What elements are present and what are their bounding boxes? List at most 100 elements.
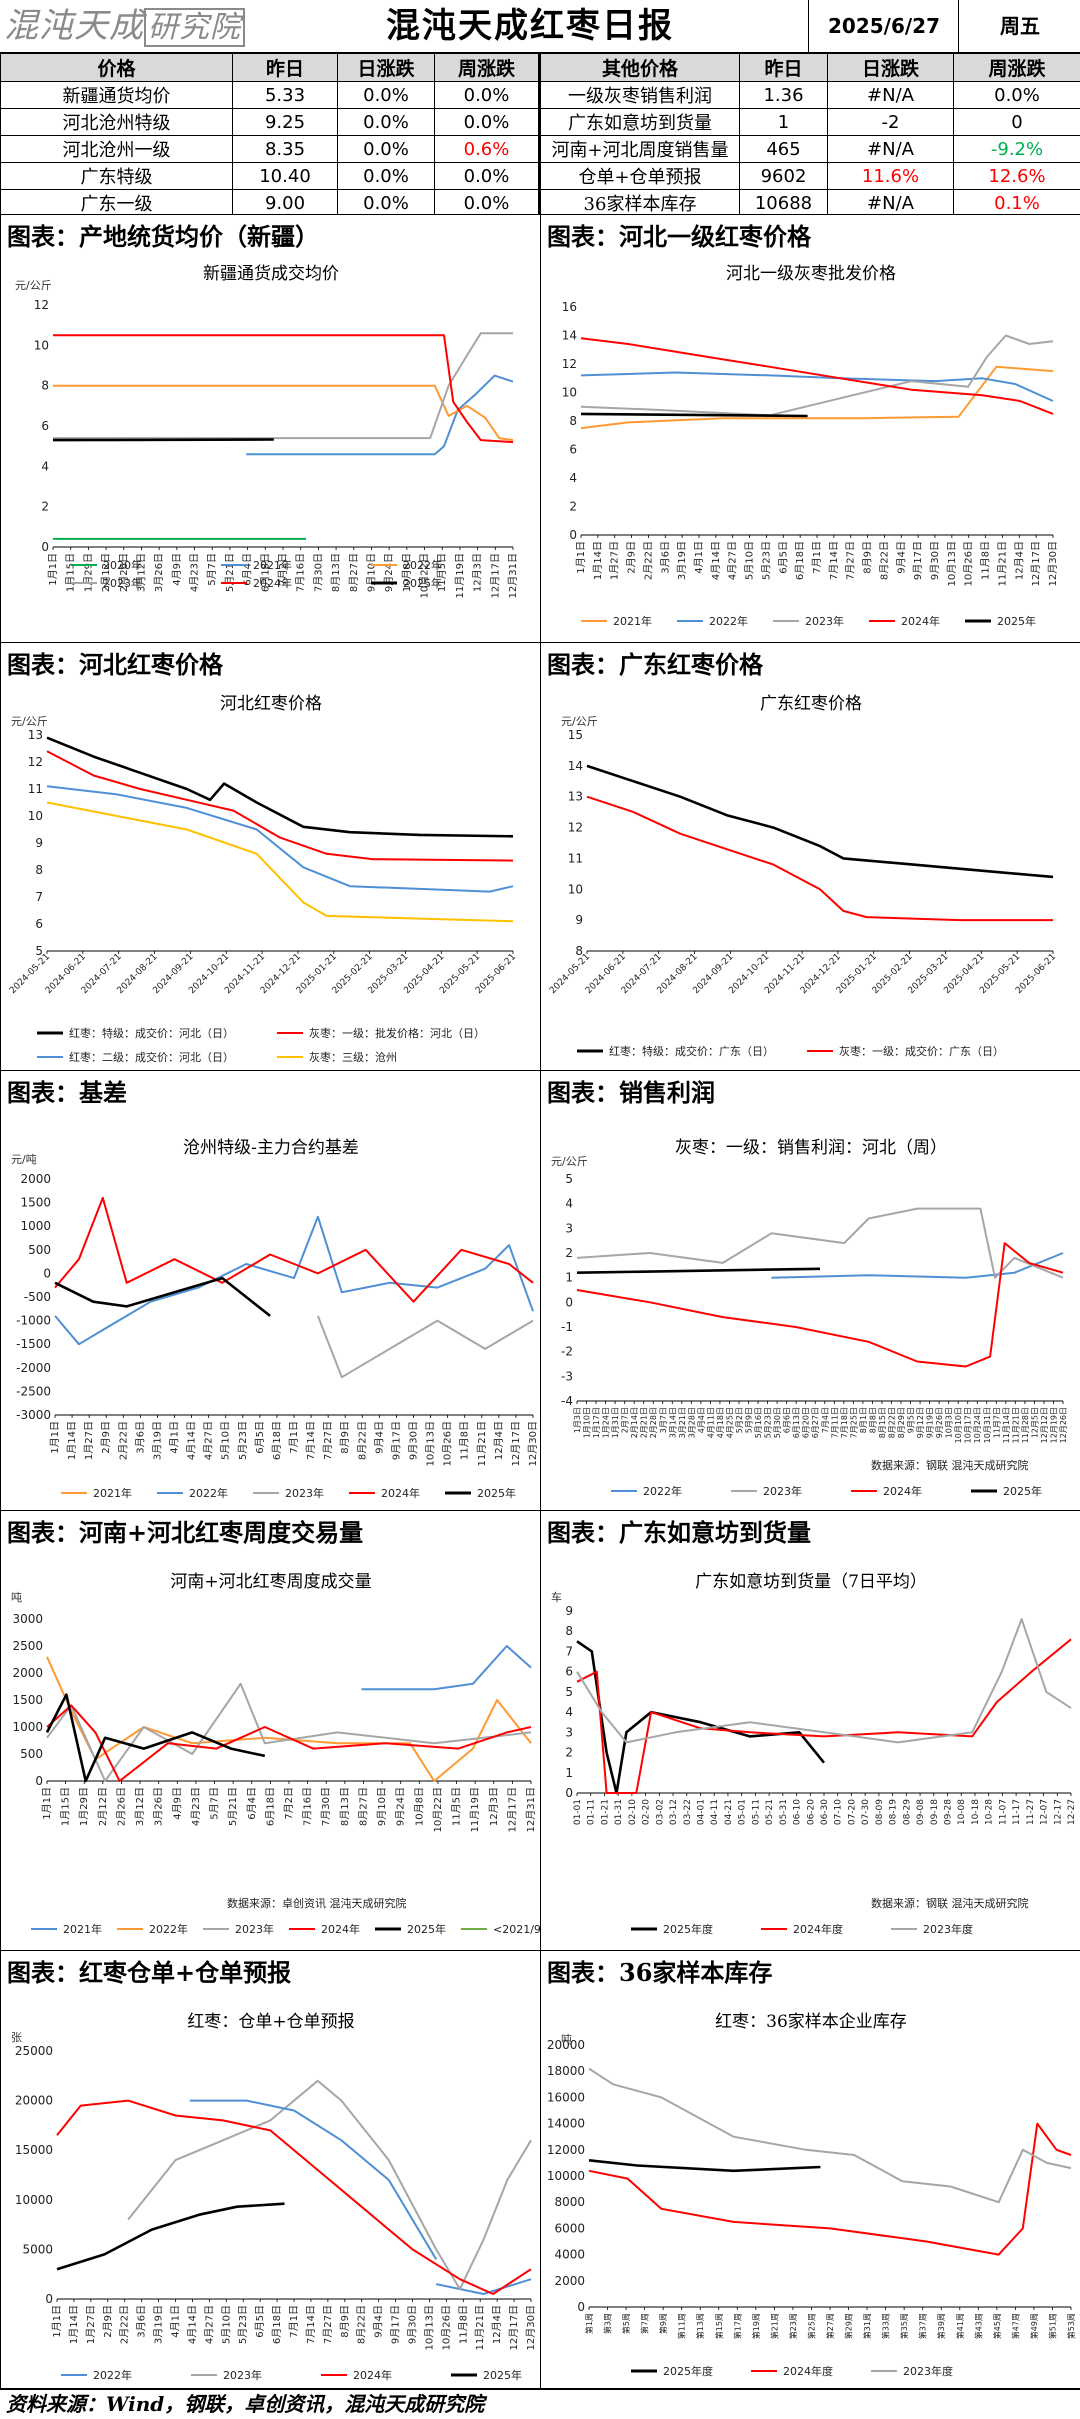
x-tick-label: 5月23日 xyxy=(760,541,772,580)
y-tick-label: 500 xyxy=(20,1747,43,1761)
y-tick-label: 13 xyxy=(28,728,43,742)
legend-label: 2020年 xyxy=(103,558,142,572)
y-tick-label: 0 xyxy=(35,1774,43,1788)
x-tick-label: 1月3日 xyxy=(573,1407,582,1433)
x-tick-label: 10-18 xyxy=(971,1799,981,1825)
panel-sales-profit: 图表：销售利润 灰枣：一级：销售利润：河北（周） 元/公斤 数据来源：钢联 混沌… xyxy=(540,1070,1080,1512)
x-tick-label: 11月5日 xyxy=(451,1787,463,1826)
y-tick-label: 1000 xyxy=(12,1720,43,1734)
y-tick-label: 0 xyxy=(565,1786,573,1800)
table-cell: 河北沧州一级 xyxy=(1,136,233,163)
x-tick-label: 12月17日 xyxy=(1030,541,1042,586)
x-tick-label: 11月21日 xyxy=(476,1421,488,1466)
x-tick-label: 8月15日 xyxy=(878,1407,887,1438)
legend-label: 2024年 xyxy=(901,614,940,628)
x-tick-label: 3月28日 xyxy=(687,1407,696,1438)
x-tick-label: 9月4日 xyxy=(373,1421,385,1454)
x-tick-label: 6月5日 xyxy=(254,2305,266,2338)
series-line xyxy=(55,1198,533,1302)
y-tick-label: 10000 xyxy=(15,2193,53,2207)
x-tick-label: 6月4日 xyxy=(242,553,254,586)
x-tick-label: 2月28日 xyxy=(649,1407,658,1438)
table-cell: 10.40 xyxy=(233,163,338,190)
y-tick-label: -4 xyxy=(561,1394,573,1408)
y-tick-label: 11 xyxy=(568,851,583,865)
table-cell: -2 xyxy=(828,109,954,136)
x-tick-label: 11-07 xyxy=(998,1799,1008,1825)
table-cell: 0.0% xyxy=(954,82,1080,109)
y-tick-label: 8 xyxy=(569,414,577,428)
x-tick-label: 10月3日 xyxy=(945,1407,954,1438)
series-line xyxy=(589,2124,1071,2255)
x-tick-label: 7月1日 xyxy=(811,541,823,574)
table-cell: 0 xyxy=(954,109,1080,136)
x-tick-label: 7月16日 xyxy=(295,553,307,592)
table-header-cell: 价格 xyxy=(1,54,233,82)
x-tick-label: 4月14日 xyxy=(186,1421,198,1460)
series-line xyxy=(577,1619,1071,1742)
x-tick-label: 4月27日 xyxy=(203,2305,215,2344)
series-line xyxy=(47,786,513,891)
y-tick-label: 1500 xyxy=(20,1196,51,1210)
x-tick-label: 2月7日 xyxy=(621,1407,630,1433)
x-tick-label: 02-10 xyxy=(628,1799,638,1825)
x-tick-label: 9月10日 xyxy=(376,1787,388,1826)
x-tick-label: 3月12日 xyxy=(134,1787,146,1826)
x-tick-label: 10月22日 xyxy=(432,1787,444,1832)
legend-label: 2022年 xyxy=(709,614,748,628)
x-tick-label: 11月7日 xyxy=(992,1407,1001,1438)
x-tick-label: 8月22日 xyxy=(878,541,890,580)
x-tick-label: 10-28 xyxy=(985,1799,995,1825)
x-tick-label: 9月10日 xyxy=(365,553,377,592)
x-tick-label: 4月14日 xyxy=(186,2305,198,2344)
y-tick-label: 0 xyxy=(45,2292,53,2306)
x-tick-label: 第51周 xyxy=(1047,2313,1057,2339)
x-tick-label: 11月21日 xyxy=(1011,1407,1020,1443)
logo: 混沌天成研究院 xyxy=(4,4,250,48)
x-tick-label: 12月17日 xyxy=(489,553,501,598)
x-tick-label: 8月22日 xyxy=(887,1407,896,1438)
table-header-cell: 周涨跌 xyxy=(954,54,1080,82)
x-tick-label: 3月26日 xyxy=(153,1787,165,1826)
legend-label: 2025年 xyxy=(403,576,442,590)
x-tick-label: 12月17日 xyxy=(508,2305,520,2350)
x-tick-label: 6月4日 xyxy=(246,1787,258,1820)
series-line xyxy=(589,2069,1071,2203)
x-tick-label: 4月1日 xyxy=(170,2305,182,2338)
x-tick-label: 1月31日 xyxy=(611,1407,620,1438)
x-tick-label: 4月23日 xyxy=(189,553,201,592)
x-tick-label: 11月8日 xyxy=(459,1421,471,1460)
x-tick-label: 7月30日 xyxy=(320,1787,332,1826)
x-tick-label: 第43周 xyxy=(973,2313,983,2339)
chart-c3: 56789101112132024-05-212024-06-212024-07… xyxy=(1,643,541,1071)
x-tick-label: 第11周 xyxy=(677,2313,687,2339)
series-line xyxy=(128,2081,531,2289)
table-cell: 10688 xyxy=(740,190,828,217)
series-line xyxy=(581,338,1053,414)
x-tick-label: 7月14日 xyxy=(828,541,840,580)
x-tick-label: 第17周 xyxy=(732,2313,742,2339)
x-tick-label: 05-01 xyxy=(738,1799,748,1825)
x-tick-label: 5月9日 xyxy=(745,1407,754,1433)
legend-label: 2023年度 xyxy=(903,2364,953,2378)
x-tick-label: 02-20 xyxy=(642,1799,652,1825)
legend-label: 2023年 xyxy=(223,2368,262,2382)
x-tick-label: 3月19日 xyxy=(676,541,688,580)
x-tick-label: 6月5日 xyxy=(254,1421,266,1454)
x-tick-label: 5月23日 xyxy=(237,1421,249,1460)
legend-label: 2021年 xyxy=(63,1922,102,1936)
y-tick-label: 6000 xyxy=(554,2221,585,2235)
x-tick-label: 2月22日 xyxy=(642,541,654,580)
x-tick-label: 07-20 xyxy=(847,1799,857,1825)
x-tick-label: 1月29日 xyxy=(78,1787,90,1826)
y-tick-label: 18000 xyxy=(547,2064,585,2078)
y-tick-label: 5000 xyxy=(22,2242,53,2256)
x-tick-label: 12月4日 xyxy=(491,2305,503,2344)
x-tick-label: 9月30日 xyxy=(407,2305,419,2344)
y-tick-label: 8 xyxy=(41,379,49,393)
table-cell: 1.36 xyxy=(740,82,828,109)
x-tick-label: 01-31 xyxy=(614,1799,624,1825)
